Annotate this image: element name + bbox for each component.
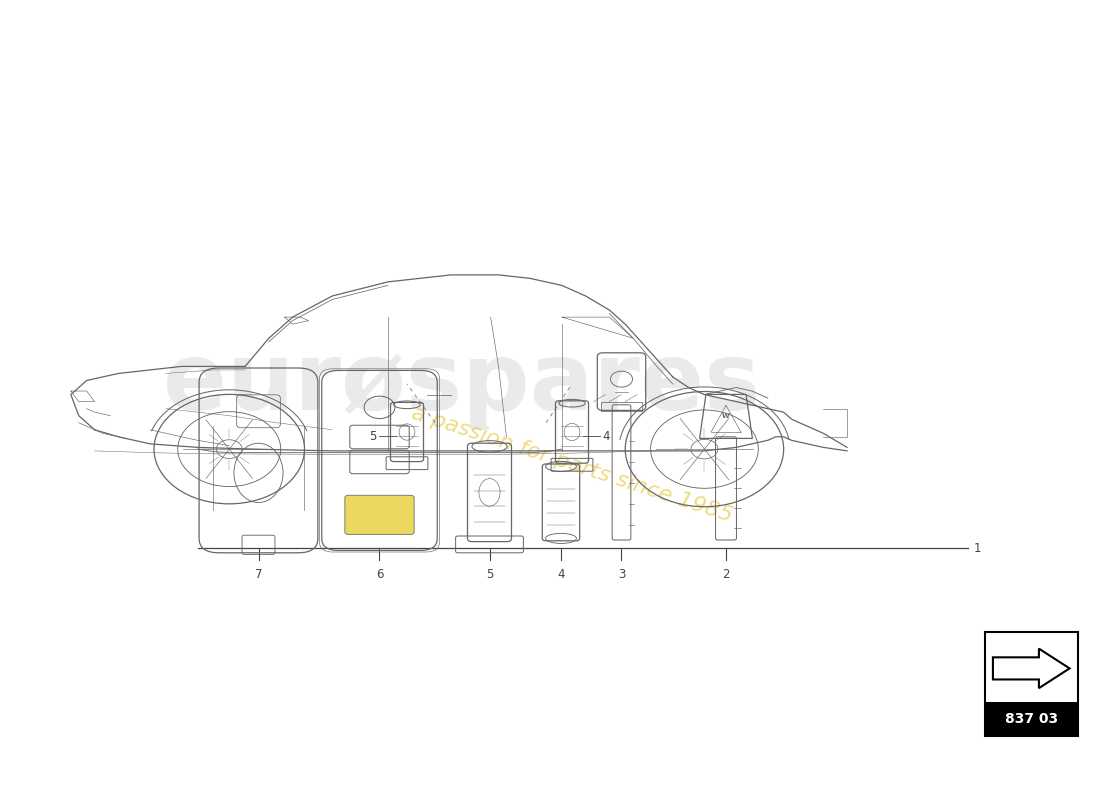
Text: 5: 5: [368, 430, 376, 442]
Bar: [984, 702, 1078, 736]
Text: eurøspares: eurøspares: [163, 338, 761, 430]
Bar: [601, 402, 642, 411]
Text: 4: 4: [558, 568, 564, 581]
Text: 1: 1: [974, 542, 981, 554]
FancyBboxPatch shape: [984, 632, 1078, 736]
Text: a passion for parts since 1985: a passion for parts since 1985: [409, 402, 735, 526]
Text: 4: 4: [603, 430, 611, 442]
Text: 5: 5: [486, 568, 493, 581]
FancyBboxPatch shape: [345, 495, 414, 534]
Text: 7: 7: [255, 568, 262, 581]
Text: W: W: [722, 413, 730, 418]
Text: 837 03: 837 03: [1004, 712, 1058, 726]
Text: 2: 2: [723, 568, 729, 581]
Text: 6: 6: [376, 568, 383, 581]
Text: 3: 3: [618, 568, 625, 581]
